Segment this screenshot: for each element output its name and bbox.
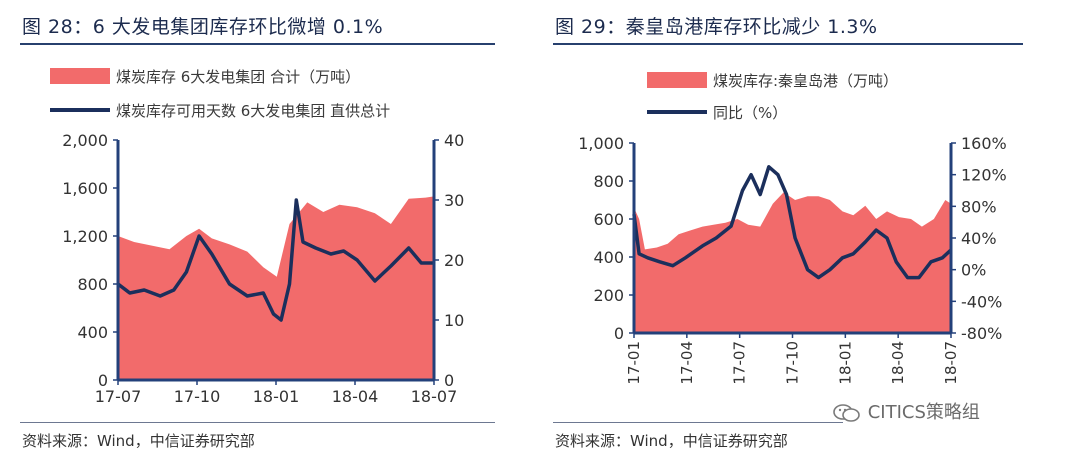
legend-swatch-area [50, 68, 110, 84]
y-left-tick-label: 1,000 [578, 134, 624, 153]
y-left-tick-label: 1,200 [62, 227, 108, 246]
legend-swatch-line [50, 108, 110, 112]
legend-label-area: 煤炭库存 6大发电集团 合计（万吨） [116, 68, 361, 86]
y-right-tick-label: -80% [961, 324, 1002, 343]
watermark-text: CITICS策略组 [867, 402, 980, 423]
x-tick-label: 18-07 [942, 341, 960, 385]
y-right-tick-label: 0% [961, 261, 986, 280]
x-tick-label: 18-04 [332, 387, 379, 406]
chart-panel-left: 图 28：6 大发电集团库存环比微增 0.1% 煤炭库存 6大发电集团 合计（万… [0, 0, 530, 462]
y-left-tick-label: 2,000 [62, 131, 108, 150]
chart-left: 0 400 800 1,200 1,600 2,000 0 10 20 30 40 17-07 17-1… [62, 131, 464, 406]
y-left-tick-label: 1,600 [62, 179, 108, 198]
y-left-tick-label: 800 [593, 172, 624, 191]
x-tick-label: 17-01 [625, 341, 643, 385]
source-note: 资料来源：Wind，中信证券研究部 [555, 432, 788, 450]
y-right-tick-label: 30 [444, 191, 464, 210]
watermark: CITICS策略组 [832, 398, 980, 424]
y-right-tick-label: 160% [961, 134, 1007, 153]
y-left-tick-label: 600 [593, 210, 624, 229]
y-left-tick-label: 400 [593, 248, 624, 267]
x-tick-label: 18-01 [253, 387, 300, 406]
y-right-tick-label: 40% [961, 229, 997, 248]
x-tick-label: 18-04 [889, 341, 907, 385]
x-tick-label: 18-01 [836, 341, 854, 385]
y-right-tick-label: 10 [444, 311, 464, 330]
series-line [116, 198, 434, 322]
legend-label-line: 同比（%） [713, 104, 788, 122]
source-note: 资料来源：Wind，中信证券研究部 [22, 432, 255, 450]
chart-right: 0 200 400 600 800 1,000 -80% -40% 0% 40% 80% 120% 16… [578, 134, 1007, 385]
y-left-tick-label: 0 [614, 324, 624, 343]
y-right-tick-label: 20 [444, 251, 464, 270]
wechat-icon [833, 404, 860, 422]
legend-label-area: 煤炭库存:秦皇岛港（万吨） [713, 72, 899, 90]
title-divider [553, 43, 1023, 45]
x-tick-label: 17-07 [731, 341, 749, 385]
chart-panel-right: 图 29：秦皇岛港库存环比减少 1.3% 煤炭库存:秦皇岛港（万吨） 同比（%）… [545, 0, 1080, 462]
y-right-tick-label: 80% [961, 197, 997, 216]
y-left-tick-label: 800 [77, 275, 108, 294]
series-area [118, 196, 434, 380]
legend-swatch-area [647, 72, 707, 88]
x-tick-label: 17-10 [174, 387, 221, 406]
source-divider [553, 422, 843, 423]
y-right-tick-label: 40 [444, 131, 464, 150]
series-area [634, 192, 951, 333]
y-right-tick-label: 120% [961, 166, 1007, 185]
x-tick-label: 17-10 [784, 341, 802, 385]
chart-title: 图 29：秦皇岛港库存环比减少 1.3% [555, 16, 878, 38]
series-line [632, 165, 953, 280]
y-left-tick-label: 400 [77, 323, 108, 342]
y-right-tick-label: -40% [961, 292, 1002, 311]
chart-title: 图 28：6 大发电集团库存环比微增 0.1% [22, 16, 384, 38]
x-tick-label: 17-04 [678, 341, 696, 385]
legend-swatch-line [647, 110, 707, 114]
y-right-tick-label: 0 [444, 371, 454, 390]
y-left-tick-label: 0 [98, 371, 108, 390]
y-left-tick-label: 200 [593, 286, 624, 305]
legend-label-line: 煤炭库存可用天数 6大发电集团 直供总计 [116, 102, 391, 120]
source-divider [20, 422, 495, 423]
x-tick-label: 18-07 [411, 387, 458, 406]
title-divider [20, 43, 495, 45]
x-tick-label: 17-07 [95, 387, 142, 406]
